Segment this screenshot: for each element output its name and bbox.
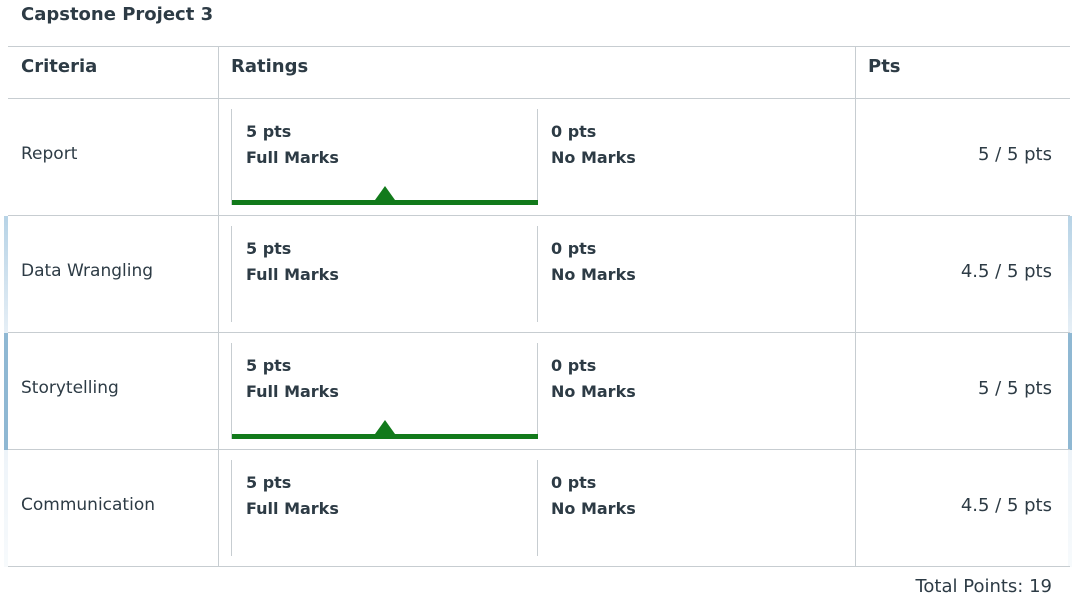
criterion-name: Communication [21, 495, 155, 515]
rating-label: No Marks [551, 499, 636, 518]
rating-points: 5 pts [246, 356, 292, 375]
table-row: Storytelling 5 pts Full Marks 0 pts No M… [4, 333, 1072, 450]
rating-no-marks[interactable]: 0 pts No Marks [537, 109, 837, 205]
criterion-score: 5 / 5 pts [978, 378, 1052, 399]
selected-indicator-bar [232, 200, 538, 205]
row-divider [8, 215, 1070, 216]
rating-label: Full Marks [246, 148, 339, 167]
rating-label: Full Marks [246, 382, 339, 401]
rating-label: No Marks [551, 265, 636, 284]
row-focus-accent [4, 216, 8, 333]
rating-no-marks[interactable]: 0 pts No Marks [537, 226, 837, 322]
criterion-score: 4.5 / 5 pts [960, 495, 1052, 516]
table-row: Report 5 pts Full Marks 0 pts No Marks 5… [8, 99, 1070, 216]
rating-label: Full Marks [246, 499, 339, 518]
rating-label: Full Marks [246, 265, 339, 284]
total-points: Total Points: 19 [915, 576, 1052, 597]
criterion-name: Storytelling [21, 378, 119, 398]
criteria-header: Criteria [21, 56, 98, 77]
row-focus-accent [1068, 333, 1072, 450]
ratings-header: Ratings [231, 56, 309, 77]
rubric-table: Criteria Ratings Pts Report 5 pts Full M… [4, 46, 1072, 567]
rating-points: 0 pts [551, 122, 597, 141]
table-row: Communication 5 pts Full Marks 0 pts No … [4, 450, 1072, 567]
rating-points: 0 pts [551, 356, 597, 375]
selected-indicator-bar [232, 434, 538, 439]
row-focus-accent [4, 450, 8, 567]
selected-indicator-arrow [375, 186, 395, 200]
rating-points: 5 pts [246, 239, 292, 258]
rating-label: No Marks [551, 382, 636, 401]
rating-no-marks[interactable]: 0 pts No Marks [537, 460, 837, 556]
rating-full-marks[interactable]: 5 pts Full Marks [231, 109, 538, 205]
header-bottom-border [8, 98, 1070, 99]
selected-indicator-arrow [375, 420, 395, 434]
pts-column-divider [855, 46, 856, 566]
rating-no-marks[interactable]: 0 pts No Marks [537, 343, 837, 439]
row-focus-accent [1068, 450, 1072, 567]
table-row: Data Wrangling 5 pts Full Marks 0 pts No… [4, 216, 1072, 333]
row-divider [8, 332, 1070, 333]
criteria-column-divider [218, 46, 219, 566]
table-bottom-border [8, 566, 1070, 567]
criterion-name: Report [21, 144, 78, 164]
rating-full-marks[interactable]: 5 pts Full Marks [231, 460, 538, 556]
table-top-border [8, 46, 1070, 47]
rating-full-marks[interactable]: 5 pts Full Marks [231, 226, 538, 322]
page-title: Capstone Project 3 [21, 4, 214, 25]
criterion-score: 5 / 5 pts [978, 144, 1052, 165]
rating-label: No Marks [551, 148, 636, 167]
rating-points: 5 pts [246, 122, 292, 141]
rating-points: 0 pts [551, 473, 597, 492]
row-focus-accent [4, 333, 8, 450]
rating-full-marks[interactable]: 5 pts Full Marks [231, 343, 538, 439]
row-focus-accent [1068, 216, 1072, 333]
row-divider [8, 449, 1070, 450]
criterion-score: 4.5 / 5 pts [960, 261, 1052, 282]
criterion-name: Data Wrangling [21, 261, 154, 281]
rating-points: 0 pts [551, 239, 597, 258]
rating-points: 5 pts [246, 473, 292, 492]
pts-header: Pts [868, 56, 901, 77]
